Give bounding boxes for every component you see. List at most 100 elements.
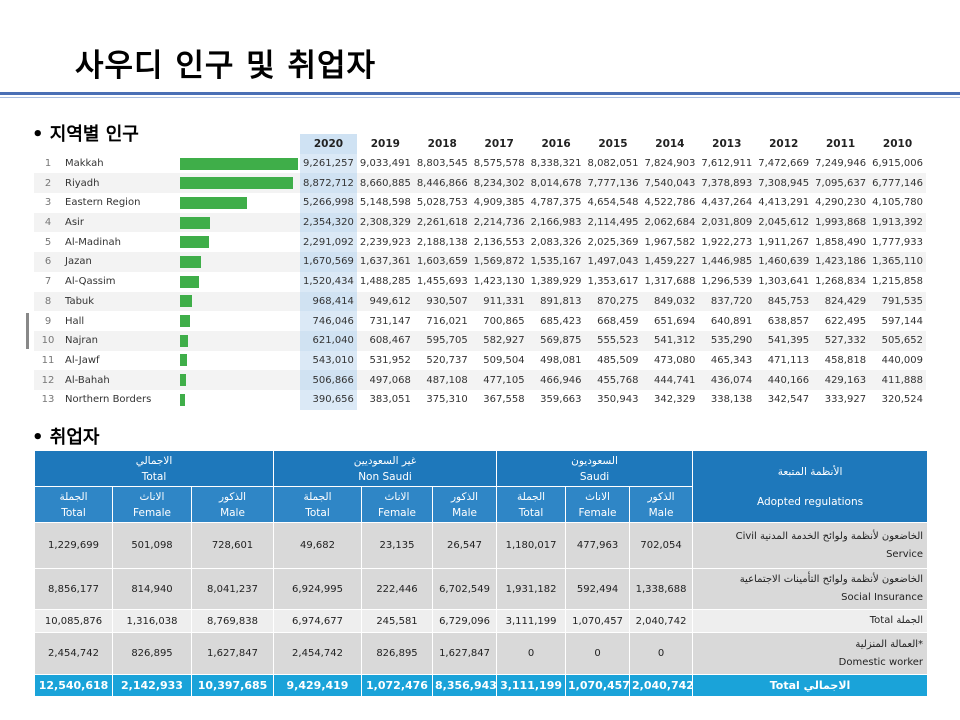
population-value: 1,303,641 xyxy=(758,276,810,288)
employment-value: 826,895 xyxy=(112,632,192,675)
table-row[interactable]: 1,229,699 501,098 728,601 49,682 23,135 26,54… xyxy=(34,522,929,569)
employment-value: 6,729,096 xyxy=(431,609,498,633)
table-row[interactable]: 5 Al-Madinah 2,291,092 2,239,923 2,188,138 2,… xyxy=(34,232,926,253)
population-value: 1,993,868 xyxy=(812,212,870,233)
table-row[interactable]: 2,454,742 826,895 1,627,847 2,454,742 826,89… xyxy=(34,632,929,675)
population-value: 375,310 xyxy=(426,394,468,406)
bar-cell xyxy=(180,351,300,371)
population-value: 569,875 xyxy=(527,330,585,351)
table-row[interactable]: 13 Northern Borders 390,656 383,051 375,310 3… xyxy=(34,389,926,410)
population-bar xyxy=(180,334,188,347)
bar-cell xyxy=(180,232,300,252)
employment-value: 6,974,677 xyxy=(273,609,362,633)
population-value: 509,504 xyxy=(483,354,525,366)
table-row[interactable]: 11 Al-Jawf 543,010 531,952 520,737 509,504 498… xyxy=(34,350,926,371)
table-row[interactable]: 8 Tabuk 968,414 949,612 930,507 911,331 891,81… xyxy=(34,291,926,312)
year-header[interactable]: 2013 xyxy=(712,137,742,150)
population-value: 1,670,569 xyxy=(300,252,357,272)
employment-value: 814,940 xyxy=(112,568,192,610)
table-row[interactable]: 8,856,177 814,940 8,041,237 6,924,995 222,44… xyxy=(34,568,929,610)
population-bar xyxy=(180,157,298,170)
population-value: 320,524 xyxy=(881,394,923,406)
row-index: 12 xyxy=(34,370,62,390)
population-value: 9,033,491 xyxy=(359,158,411,170)
population-value: 2,166,983 xyxy=(527,212,585,233)
population-value: 1,858,490 xyxy=(815,236,867,248)
table-row[interactable]: 9 Hall 746,046 731,147 716,021 700,865 685,423… xyxy=(34,311,926,331)
population-value: 473,080 xyxy=(653,354,696,366)
population-value: 8,803,545 xyxy=(416,158,468,170)
population-value: 731,147 xyxy=(369,315,411,327)
group-header-non-saudi: غير السعوديين Non Saudi xyxy=(272,450,498,487)
population-value: 455,768 xyxy=(584,370,642,390)
population-value: 7,540,043 xyxy=(641,173,699,194)
population-value: 429,163 xyxy=(812,370,870,390)
table-row[interactable]: 6 Jazan 1,670,569 1,637,361 1,603,659 1,569,8… xyxy=(34,252,926,272)
region-name: Jazan xyxy=(62,252,180,272)
population-value: 2,239,923 xyxy=(359,236,411,248)
regulation-label: Total الجملة xyxy=(692,609,929,633)
sub-header: الذكور Male xyxy=(431,486,498,523)
population-value: 342,547 xyxy=(767,394,810,406)
region-name: Makkah xyxy=(65,158,104,170)
population-value: 466,946 xyxy=(527,370,585,390)
table-row[interactable]: 12 Al-Bahah 506,866 497,068 487,108 477,105 46… xyxy=(34,370,926,390)
year-header[interactable]: 2015 xyxy=(598,137,628,150)
table-row[interactable]: 4 Asir 2,354,320 2,308,329 2,261,618 2,214,73… xyxy=(34,212,926,233)
population-value: 2,025,369 xyxy=(587,236,639,248)
region-name: Al-Madinah xyxy=(65,236,121,248)
population-value: 2,308,329 xyxy=(356,212,414,233)
population-bar xyxy=(180,275,199,288)
year-header[interactable]: 2012 xyxy=(769,137,799,150)
total-row[interactable]: 12,540,618 2,142,933 10,397,685 9,429,419 1,… xyxy=(34,674,929,697)
region-name: Hall xyxy=(65,315,85,327)
table-row[interactable]: 10 Najran 621,040 608,467 595,705 582,927 569,… xyxy=(34,330,926,351)
table-row[interactable]: 1 Makkah 9,261,257 9,033,491 8,803,545 8,575,… xyxy=(34,153,926,174)
employment-value: 8,769,838 xyxy=(191,609,274,633)
population-value: 968,414 xyxy=(300,291,357,312)
year-header[interactable]: 2010 xyxy=(882,137,913,150)
year-header[interactable]: 2018 xyxy=(427,137,457,150)
population-value: 622,495 xyxy=(824,315,867,327)
population-value: 527,332 xyxy=(812,330,870,351)
title-divider-thin xyxy=(0,97,960,98)
population-value: 582,927 xyxy=(470,330,528,351)
year-header[interactable]: 2020 xyxy=(300,134,357,154)
population-value: 4,909,385 xyxy=(473,197,525,209)
bar-cell xyxy=(180,173,300,194)
population-value: 498,081 xyxy=(540,354,582,366)
regulation-label: الخاضعون لأنظمة ولوائح التأمينات الاجتما… xyxy=(692,568,929,610)
bar-cell xyxy=(180,193,300,213)
population-value: 1,911,267 xyxy=(758,236,810,248)
table-row[interactable]: 3 Eastern Region 5,266,998 5,148,598 5,028,7… xyxy=(34,193,926,213)
sub-header: الجملة Total xyxy=(496,486,567,523)
population-value: 7,249,946 xyxy=(815,158,867,170)
population-value: 390,656 xyxy=(300,389,357,410)
year-header[interactable]: 2011 xyxy=(825,137,856,150)
total-value: 1,070,457 xyxy=(565,674,631,697)
population-value: 6,915,006 xyxy=(872,158,923,170)
year-header[interactable]: 2017 xyxy=(484,137,514,150)
population-value: 2,114,495 xyxy=(584,212,642,233)
table-row[interactable]: 10,085,876 1,316,038 8,769,838 6,974,677 245… xyxy=(34,609,929,633)
row-index: 3 xyxy=(44,197,52,209)
population-value: 2,062,684 xyxy=(641,212,699,233)
year-header[interactable]: 2016 xyxy=(541,137,571,150)
table-row[interactable]: 7 Al-Qassim 1,520,434 1,488,285 1,455,693 1,4… xyxy=(34,271,926,292)
table-row[interactable]: 2 Riyadh 8,872,712 8,660,885 8,446,866 8,234,… xyxy=(34,173,926,194)
year-header[interactable]: 2014 xyxy=(655,137,685,150)
population-value: 477,105 xyxy=(470,370,528,390)
population-value: 791,535 xyxy=(869,291,926,312)
population-value: 2,291,092 xyxy=(300,232,357,253)
population-value: 359,663 xyxy=(540,394,582,406)
employment-value: 501,098 xyxy=(112,522,192,569)
population-bar xyxy=(180,315,190,328)
population-value: 436,074 xyxy=(698,370,756,390)
sub-header: الذكور Male xyxy=(629,486,694,523)
title-divider xyxy=(0,92,960,95)
population-value: 1,497,043 xyxy=(584,252,642,272)
year-header[interactable]: 2019 xyxy=(370,137,400,150)
region-name: Riyadh xyxy=(62,173,180,194)
population-value: 1,455,693 xyxy=(416,276,468,288)
population-value: 4,522,786 xyxy=(644,197,696,209)
